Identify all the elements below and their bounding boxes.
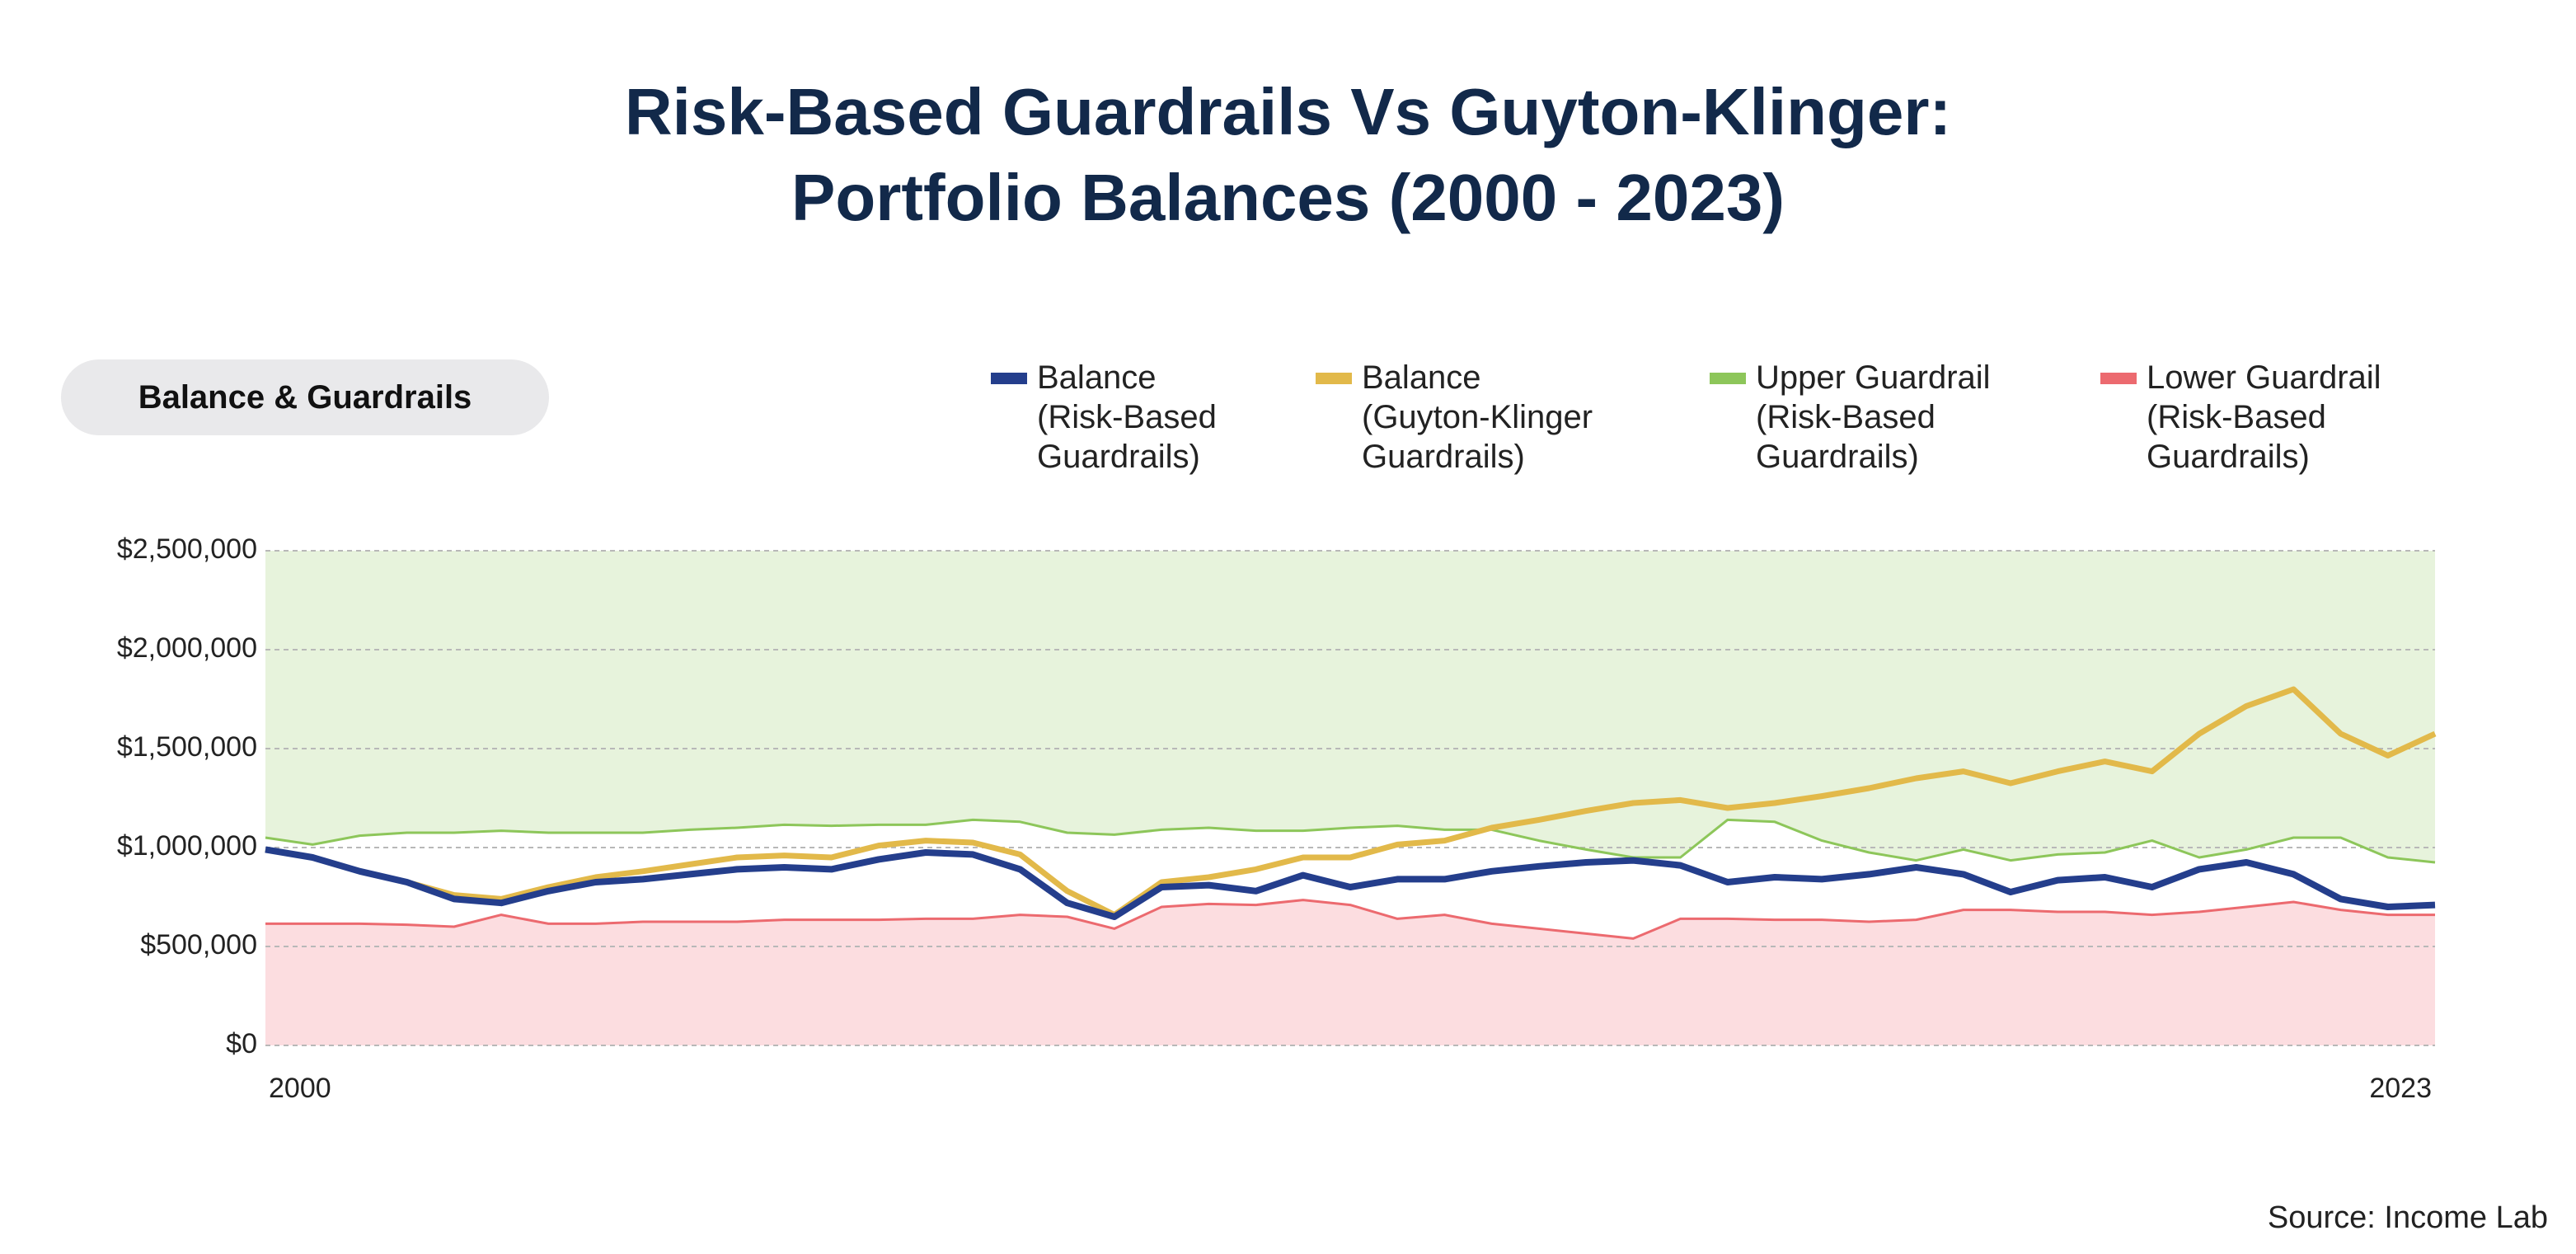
legend-swatch bbox=[1316, 373, 1352, 384]
series-line bbox=[265, 899, 2435, 940]
guardrail-area bbox=[265, 551, 2435, 862]
series-line bbox=[265, 846, 2436, 920]
legend-label: Balance (Risk-Based Guardrails) bbox=[1037, 359, 1217, 475]
y-tick-label: $500,000 bbox=[140, 929, 257, 960]
source-note: Source: Income Lab bbox=[2267, 1200, 2548, 1235]
section-badge: Balance & Guardrails bbox=[61, 359, 549, 435]
series-line bbox=[265, 818, 2436, 864]
legend-label: Lower Guardrail (Risk-Based Guardrails) bbox=[2147, 359, 2381, 475]
y-tick-label: $0 bbox=[226, 1028, 257, 1059]
series-line bbox=[265, 686, 2437, 918]
legend-swatch bbox=[991, 373, 1027, 384]
x-tick-label: 2023 bbox=[2369, 1073, 2432, 1104]
x-tick-label: 2000 bbox=[269, 1073, 331, 1104]
guardrail-area bbox=[265, 899, 2435, 1045]
legend-swatch bbox=[1710, 373, 1746, 384]
y-tick-label: $2,500,000 bbox=[117, 533, 257, 565]
y-tick-label: $1,500,000 bbox=[117, 731, 257, 763]
y-tick-label: $2,000,000 bbox=[117, 632, 257, 664]
y-tick-label: $1,000,000 bbox=[117, 830, 257, 862]
legend-swatch bbox=[2100, 373, 2137, 384]
chart-title: Risk-Based Guardrails Vs Guyton-Klinger:… bbox=[624, 75, 1952, 234]
legend-label: Balance (Guyton-Klinger Guardrails) bbox=[1362, 359, 1593, 475]
legend-label: Upper Guardrail (Risk-Based Guardrails) bbox=[1756, 359, 1991, 475]
